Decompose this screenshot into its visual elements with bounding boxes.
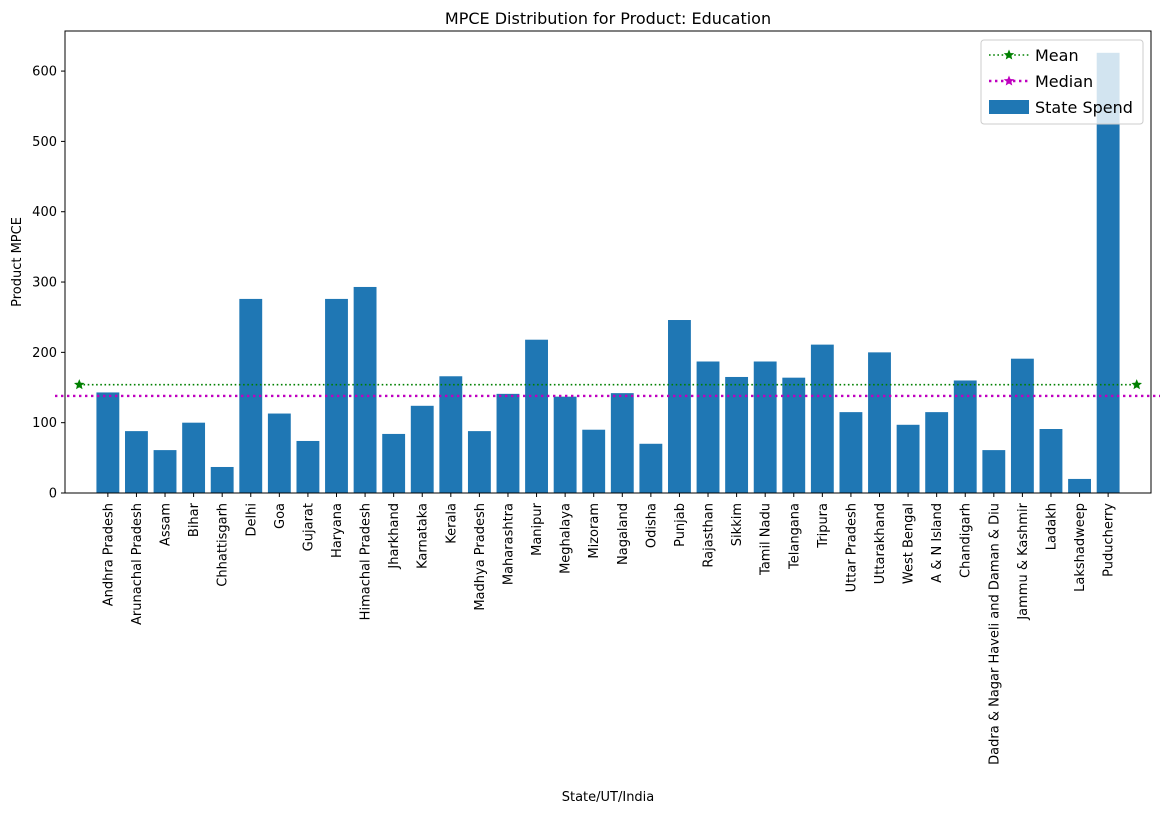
x-tick-label: Tripura	[816, 503, 831, 549]
bar	[496, 393, 520, 493]
bar	[725, 376, 749, 493]
y-tick-label: 600	[32, 65, 57, 80]
legend-bar-swatch	[989, 100, 1029, 114]
bar	[296, 440, 320, 493]
bar	[267, 413, 291, 493]
x-tick-label: Lakshadweep	[1073, 503, 1088, 592]
bar	[353, 286, 377, 493]
x-tick-label: Chhattisgarh	[216, 503, 231, 587]
x-tick-label: Chandigarh	[959, 503, 974, 578]
x-tick-label: Jharkhand	[387, 503, 402, 570]
bar	[896, 424, 920, 493]
x-tick-label: Karnataka	[416, 503, 431, 569]
x-tick-label: Mizoram	[587, 503, 602, 559]
x-tick-label: Odisha	[644, 503, 659, 548]
plot-frame	[64, 30, 1152, 494]
x-tick-label: Uttarakhand	[873, 503, 888, 584]
bar	[753, 361, 777, 493]
bar	[810, 344, 834, 493]
y-tick-label: 100	[32, 416, 57, 431]
bar	[610, 393, 634, 493]
bar	[153, 450, 177, 493]
x-tick-label: Andhra Pradesh	[101, 503, 116, 606]
reference-lines	[55, 379, 1160, 398]
x-tick-label: Telangana	[787, 503, 802, 570]
x-tick-label: Arunachal Pradesh	[130, 503, 145, 625]
bar	[553, 396, 577, 493]
star-marker	[1003, 49, 1015, 60]
x-tick-label: A & N Island	[930, 503, 945, 583]
bar	[96, 392, 120, 493]
bar	[668, 320, 691, 493]
bar	[239, 298, 263, 493]
bar	[1010, 358, 1034, 493]
x-tick-label: Goa	[273, 503, 288, 529]
x-tick-label: Dadra & Nagar Haveli and Daman & Diu	[987, 503, 1002, 765]
x-tick-label: Meghalaya	[559, 503, 574, 574]
x-tick-label: Bihar	[187, 502, 202, 537]
bar	[925, 412, 949, 493]
bar	[410, 405, 434, 493]
legend: Mean Median State Spend	[980, 39, 1144, 125]
bar	[182, 422, 206, 493]
x-tick-label: Sikkim	[730, 503, 745, 546]
x-tick-label: Rajasthan	[702, 503, 717, 568]
chart-title: MPCE Distribution for Product: Education	[445, 9, 771, 28]
star-marker	[74, 379, 85, 390]
bar	[439, 376, 463, 493]
x-tick-label: Assam	[159, 503, 174, 546]
y-tick-label: 400	[32, 205, 57, 220]
x-tick-label: Haryana	[330, 503, 345, 558]
x-tick-label: Gujarat	[301, 503, 316, 551]
y-tick-label: 300	[32, 276, 57, 291]
bar	[953, 380, 977, 493]
bars-group	[96, 52, 1120, 494]
bar	[639, 443, 663, 493]
legend-mean-label: Mean	[1035, 46, 1079, 65]
x-tick-label: Nagaland	[616, 503, 631, 565]
bar	[525, 339, 548, 493]
bar	[210, 466, 234, 493]
bar	[982, 450, 1006, 493]
legend-bar-label: State Spend	[1035, 98, 1133, 117]
star-marker	[1003, 75, 1015, 86]
bar	[782, 377, 806, 493]
x-tick-label: Maharashtra	[501, 503, 516, 585]
x-tick-label: West Bengal	[902, 503, 917, 584]
x-tick-label: Kerala	[444, 503, 459, 544]
y-tick-label: 200	[32, 346, 57, 361]
bar	[868, 352, 891, 493]
bar	[582, 429, 606, 493]
legend-median-label: Median	[1035, 72, 1093, 91]
bar	[1096, 52, 1120, 494]
x-tick-label: Delhi	[244, 503, 259, 536]
bar	[839, 412, 863, 493]
bar	[325, 298, 348, 493]
y-tick-label: 0	[49, 487, 57, 502]
star-marker	[1131, 379, 1142, 390]
axes: 0 100 200 300 400 500 600 Andhra Pradesh Arunach…	[32, 30, 1152, 765]
x-tick-label: Punjab	[673, 503, 688, 547]
x-tick-label: Madhya Pradesh	[473, 503, 488, 611]
y-tick-label: 500	[32, 135, 57, 150]
bar	[1068, 478, 1091, 493]
bar	[467, 431, 491, 493]
bar	[696, 361, 720, 493]
x-tick-label: Puducherry	[1102, 503, 1117, 577]
bar	[382, 433, 406, 493]
x-tick-label: Tamil Nadu	[759, 503, 774, 576]
x-tick-label: Manipur	[530, 502, 545, 556]
x-tick-label: Himachal Pradesh	[359, 503, 374, 620]
x-tick-label: Uttar Pradesh	[844, 503, 859, 592]
bar	[125, 431, 148, 493]
y-axis-label: Product MPCE	[10, 217, 25, 307]
x-axis-label: State/UT/India	[562, 790, 655, 805]
x-tick-label: Jammu & Kashmir	[1016, 502, 1031, 620]
bar	[1039, 429, 1063, 493]
x-tick-label: Ladakh	[1044, 503, 1059, 550]
